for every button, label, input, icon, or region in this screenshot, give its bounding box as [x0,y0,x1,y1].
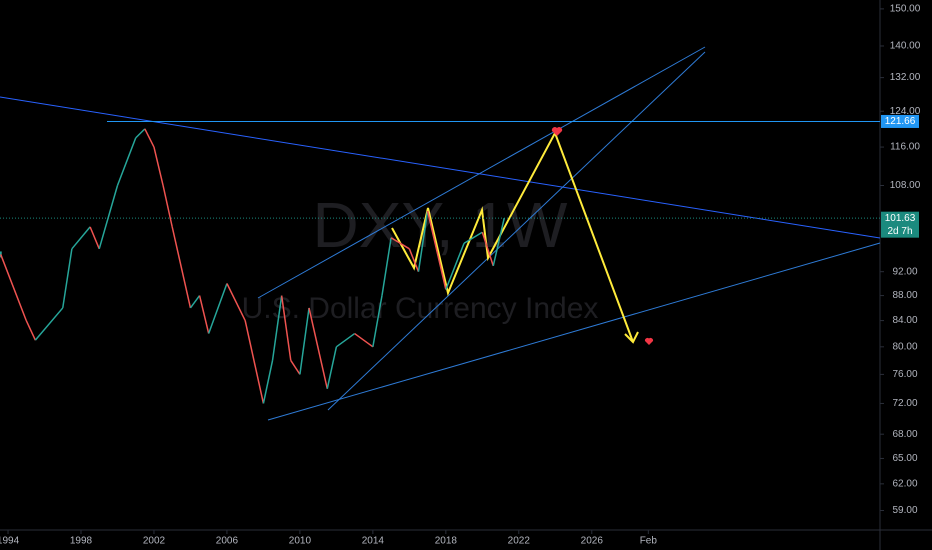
y-tick-label: 92.00 [892,266,917,277]
y-tick-label: 88.00 [892,290,917,301]
price-label: 101.63 [885,213,916,224]
price-segment [71,226,91,250]
price-label: 121.66 [885,116,916,127]
projection-path [391,130,634,343]
price-segment [354,332,374,348]
price-segment [207,283,228,334]
price-segment [280,295,292,361]
trendline [327,51,706,411]
y-tick-label: 62.00 [892,478,917,489]
x-tick-label: 2014 [362,536,385,547]
x-tick-label: 2022 [508,536,531,547]
trendline [0,96,881,239]
price-label-box [881,211,919,238]
price-segment [162,185,173,228]
price-segment [417,210,429,272]
y-tick-label: 84.00 [892,315,917,326]
price-segment [171,226,192,309]
y-tick-label: 72.00 [892,398,917,409]
y-tick-label: 116.00 [890,142,920,153]
watermark: DXY, 1W [313,189,569,261]
y-tick-label: 108.00 [890,180,921,191]
price-segment [492,218,505,267]
price-segment [198,295,210,334]
price-segment [144,128,155,148]
price-segment [445,242,465,290]
price-segment [135,128,146,139]
price-segment [381,237,392,296]
y-tick-label: 150.00 [890,4,921,15]
price-segment [463,231,483,244]
x-tick-label: 2026 [581,536,604,547]
watermark-subtitle: U.S. Dollar Currency Index [242,292,599,325]
x-tick-label: 2018 [435,536,458,547]
price-label-box [881,114,919,128]
y-tick-label: 59.00 [892,505,917,516]
x-tick-label: 1998 [70,536,93,547]
y-tick-label: 132.00 [890,72,921,83]
price-segment [62,248,73,309]
price-segment [335,332,356,348]
price-segment [326,346,338,389]
price-segment [116,137,137,186]
price-segment [390,237,410,250]
price-segment [153,146,164,186]
price-segment [481,232,494,267]
arrowhead [624,331,639,344]
y-tick-label: 65.00 [892,453,917,464]
trendline [267,242,881,421]
trendline [257,46,706,299]
drawings [0,46,881,421]
price-segment [299,307,310,375]
price-segment [372,295,383,347]
price-segment [189,295,201,309]
y-tick-label: 76.00 [892,369,917,380]
x-tick-label: Feb [640,536,658,547]
price-segment [244,320,265,404]
x-tick-label: 2002 [143,536,166,547]
heart-icon [551,127,563,136]
y-tick-label: 80.00 [892,341,917,352]
price-segment [25,320,37,341]
price-segment [308,307,328,389]
y-tick-label: 140.00 [890,41,921,52]
price-segment [408,248,420,272]
price-segment [0,254,27,321]
price-segment [98,185,119,250]
price-segment [271,295,283,361]
price-segment [426,210,447,290]
price-segment [34,307,64,341]
price-segment [290,360,301,375]
y-tick-label: 68.00 [892,429,917,440]
heart-icon [644,337,654,345]
price-segment [226,283,246,321]
price-segment [89,226,100,250]
x-tick-label: 1994 [0,536,20,547]
x-tick-label: 2010 [289,536,312,547]
price-segment [262,360,274,404]
countdown-label: 2d 7h [887,226,912,237]
x-tick-label: 2006 [216,536,239,547]
y-tick-label: 124.00 [890,106,921,117]
